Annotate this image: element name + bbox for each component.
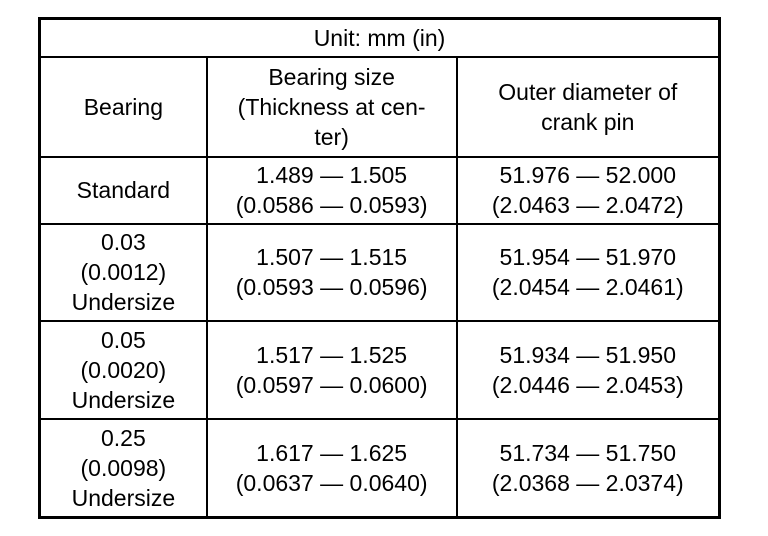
outer-diameter-cell: 51.976 — 52.000 (2.0463 — 2.0472) <box>455 155 721 225</box>
unit-row: Unit: mm (in) <box>38 17 721 58</box>
bearing-cell: 0.05 (0.0020) Undersize <box>38 319 208 420</box>
outer-diameter-cell: 51.954 — 51.970 (2.0454 — 2.0461) <box>455 222 721 322</box>
unit-label: Unit: mm (in) <box>38 17 721 58</box>
bearing-cell: 0.25 (0.0098) Undersize <box>38 417 208 519</box>
bearing-cell: 0.03 (0.0012) Undersize <box>38 222 208 322</box>
col-header-bearing: Bearing <box>38 55 208 158</box>
crank-pin-bearing-spec-table: Unit: mm (in) Bearing Bearing size (Thic… <box>38 17 721 519</box>
col-header-outer-diameter: Outer diameter of crank pin <box>455 55 721 158</box>
bearing-cell: Standard <box>38 155 208 225</box>
outer-diameter-cell: 51.934 — 51.950 (2.0446 — 2.0453) <box>455 319 721 420</box>
bearing-size-cell: 1.617 — 1.625 (0.0637 — 0.0640) <box>205 417 458 519</box>
table-row-undersize-025: 0.25 (0.0098) Undersize 1.617 — 1.625 (0… <box>38 417 721 519</box>
table-row-standard: Standard 1.489 — 1.505 (0.0586 — 0.0593)… <box>38 155 721 225</box>
table-row-undersize-003: 0.03 (0.0012) Undersize 1.507 — 1.515 (0… <box>38 222 721 322</box>
outer-diameter-cell: 51.734 — 51.750 (2.0368 — 2.0374) <box>455 417 721 519</box>
table-row-undersize-005: 0.05 (0.0020) Undersize 1.517 — 1.525 (0… <box>38 319 721 420</box>
bearing-size-cell: 1.517 — 1.525 (0.0597 — 0.0600) <box>205 319 458 420</box>
header-row: Bearing Bearing size (Thickness at cen- … <box>38 55 721 158</box>
col-header-bearing-size: Bearing size (Thickness at cen- ter) <box>205 55 458 158</box>
bearing-size-cell: 1.489 — 1.505 (0.0586 — 0.0593) <box>205 155 458 225</box>
bearing-size-cell: 1.507 — 1.515 (0.0593 — 0.0596) <box>205 222 458 322</box>
